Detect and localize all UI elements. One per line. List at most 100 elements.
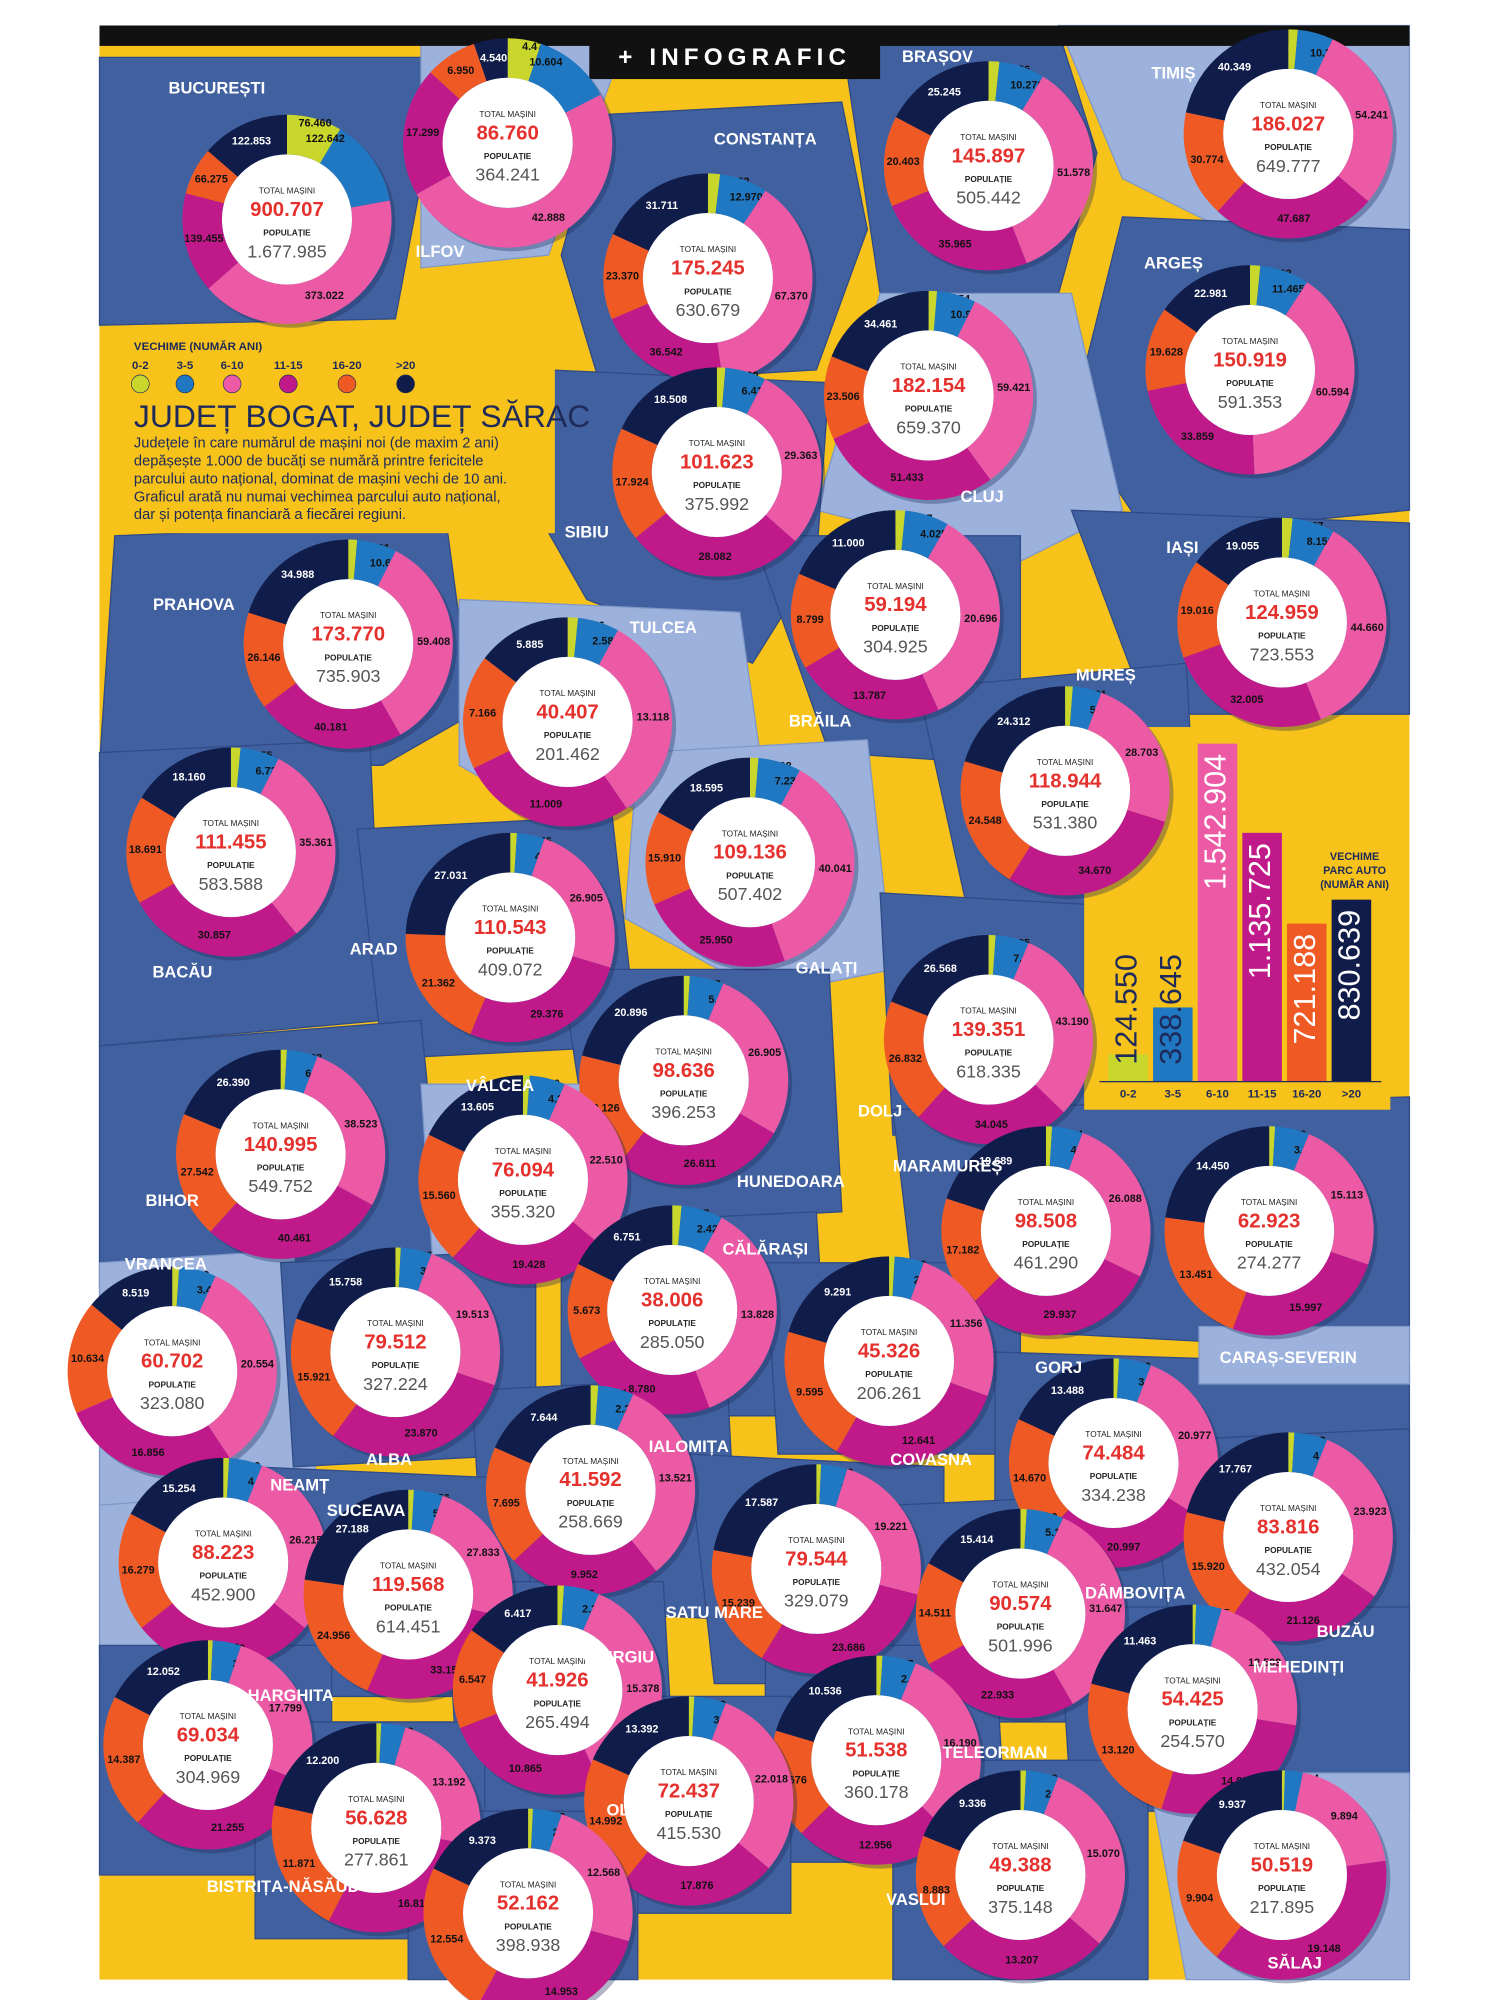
donut-segment: [1283, 1770, 1304, 1812]
donut-segment: [995, 61, 1043, 111]
total-value: 86.760: [476, 122, 538, 144]
donut-center: [442, 77, 573, 208]
donut-segment: [619, 1113, 774, 1185]
total-value: 900.707: [250, 199, 324, 221]
bar: [1331, 899, 1372, 1082]
segment-label: 40.461: [278, 1233, 311, 1245]
segment-label: 27.833: [467, 1547, 500, 1559]
total-value: 76.094: [492, 1159, 555, 1181]
segment-label: 42.888: [532, 212, 565, 224]
donut-center: [623, 1735, 754, 1867]
segment-label: 19.016: [1181, 605, 1214, 617]
segment-label: 43.190: [1056, 1016, 1089, 1028]
population-label: POPULAȚIE: [544, 730, 592, 740]
population-label: POPULAȚIE: [207, 860, 255, 870]
population-label: POPULAȚIE: [665, 1809, 713, 1819]
total-label: TOTAL MAȘINI: [529, 1656, 585, 1666]
total-label: TOTAL MAȘINI: [861, 1327, 917, 1337]
segment-label: 5.885: [516, 639, 543, 651]
donut-segment: [417, 1253, 500, 1386]
population-label: POPULAȚIE: [257, 1163, 305, 1173]
donut-segment: [548, 1814, 633, 1942]
donut-segment: [139, 883, 297, 957]
segment-label: 24.312: [997, 716, 1030, 728]
segment-label: 26.215: [289, 1535, 322, 1547]
donut-segment: [67, 1304, 122, 1414]
population-value: 432.054: [1256, 1559, 1321, 1579]
donut-segment: [715, 174, 766, 224]
population-value: 265.494: [525, 1712, 590, 1732]
segment-label: 12.509: [1248, 1657, 1281, 1669]
donut-segment: [687, 975, 724, 1021]
donut-chart: 2.74810.22854.24147.68730.77440.349TOTAL…: [1183, 29, 1397, 243]
county-name: BIHOR: [145, 1191, 198, 1210]
county-name: SATU MARE: [666, 1603, 763, 1622]
population-value: 549.752: [248, 1176, 313, 1196]
segment-label: 26.832: [889, 1053, 922, 1065]
donut-segment: [1192, 1604, 1197, 1645]
donut-segment: [928, 1508, 1021, 1583]
segment-label: 25.950: [700, 935, 733, 947]
donut-segment: [1272, 1126, 1309, 1171]
donut-center: [158, 1497, 289, 1628]
donut-segment: [271, 1805, 347, 1922]
donut-segment: [1068, 1132, 1151, 1277]
donut-segment: [348, 539, 358, 580]
total-label: TOTAL MAȘINI: [380, 1561, 436, 1571]
total-label: TOTAL MAȘINI: [482, 904, 538, 914]
donut-segment: [910, 1262, 994, 1397]
donut-center: [215, 1089, 346, 1220]
segment-label: 33.859: [1181, 431, 1214, 443]
donut-center: [1184, 304, 1316, 435]
donut-segment: [452, 1221, 603, 1285]
total-value: 72.437: [658, 1780, 720, 1802]
donut-segment: [933, 291, 976, 338]
donut-segment: [672, 1205, 682, 1246]
donut-chart: 1.6556.73135.36130.85718.69118.160TOTAL …: [126, 747, 340, 961]
donut-segment: [207, 1640, 213, 1680]
donut-segment: [428, 1075, 523, 1152]
donut-segment: [1183, 112, 1245, 212]
segment-label: 34.988: [281, 569, 314, 581]
segment-label: 51.433: [890, 472, 923, 484]
segment-label: 28.082: [698, 551, 731, 563]
donut-center: [607, 1244, 738, 1375]
total-value: 101.623: [680, 451, 754, 473]
donut-segment: [1281, 1770, 1285, 1810]
donut-center: [463, 1848, 594, 1979]
donut-segment: [892, 1256, 924, 1300]
population-label: POPULAȚIE: [372, 1360, 420, 1370]
segment-label: 9.894: [1331, 1810, 1358, 1822]
donut-segment: [353, 539, 396, 587]
donut-chart: 1.4087.23240.04125.95015.91018.595TOTAL …: [645, 757, 859, 971]
donut-segment: [623, 1842, 769, 1906]
population-value: 735.903: [316, 666, 381, 686]
population-label: POPULAȚIE: [1169, 1717, 1217, 1727]
donut-segment: [923, 1770, 1021, 1851]
county-name: BACĂU: [152, 963, 212, 982]
segment-label: 12.554: [430, 1934, 463, 1946]
donut-segment: [722, 367, 766, 415]
donut-center: [923, 100, 1054, 231]
donut-segment: [284, 1049, 318, 1094]
total-value: 38.006: [641, 1289, 703, 1311]
legend-swatch: [222, 374, 242, 394]
donut-segment: [230, 747, 241, 788]
total-label: TOTAL MAȘINI: [180, 1711, 236, 1721]
county-name: IALOMIȚA: [649, 1437, 729, 1456]
segment-label: 22.018: [755, 1773, 788, 1785]
donut-segment: [103, 1697, 165, 1823]
donut-chart: 3.28212.97067.37036.54223.37031.711TOTAL…: [603, 173, 817, 387]
county-name: SIBIU: [565, 523, 609, 542]
population-label: POPULAȚIE: [1245, 1239, 1293, 1249]
donut-segment: [971, 1259, 1141, 1336]
total-value: 50.519: [1251, 1854, 1313, 1876]
population-label: POPULAȚIE: [353, 1836, 401, 1846]
segment-label: 23.370: [606, 271, 639, 283]
segment-label: 12.956: [859, 1840, 892, 1852]
donut-segment: [716, 367, 726, 408]
total-label: TOTAL MAȘINI: [320, 610, 376, 620]
